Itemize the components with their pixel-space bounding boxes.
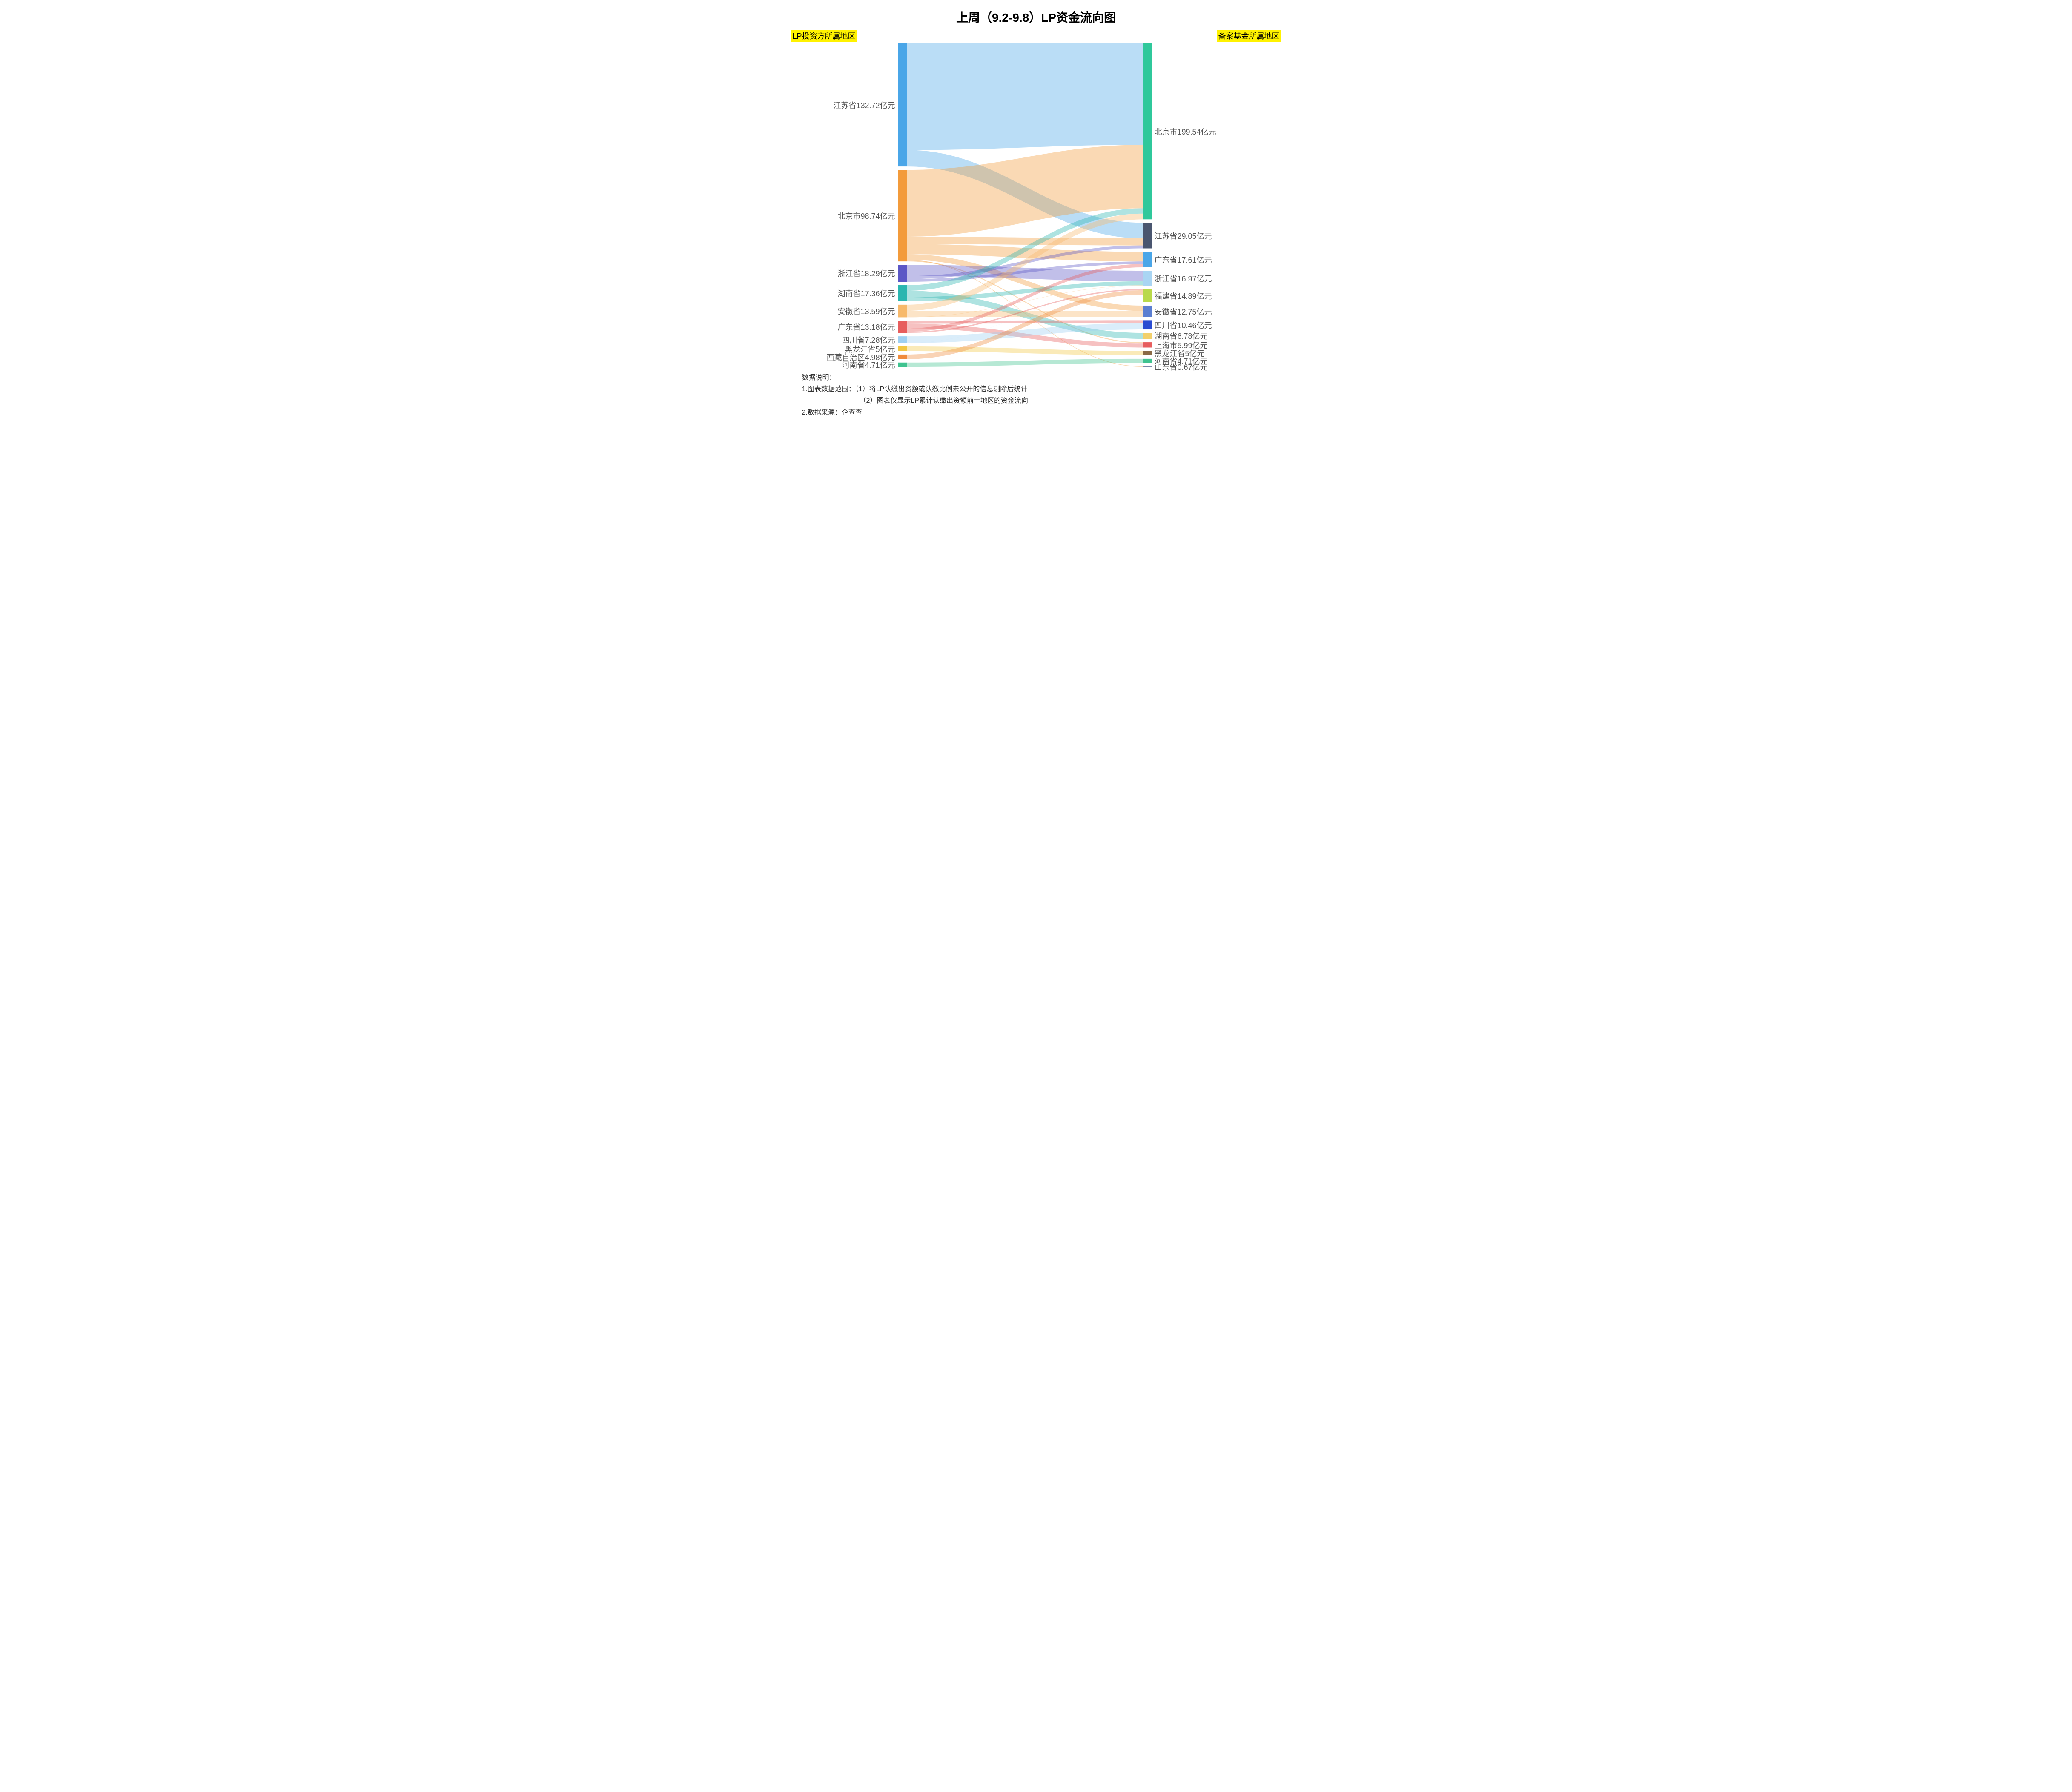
target-node [1143,43,1152,219]
sankey-flow [907,311,1143,317]
target-node [1143,359,1152,363]
target-node [1143,252,1152,267]
source-node [898,305,907,318]
target-node [1143,223,1152,248]
source-node [898,346,907,351]
target-node [1143,271,1152,286]
target-node [1143,320,1152,329]
chart-container: 上周（9.2-9.8）LP资金流向图 LP投资方所属地区 备案基金所属地区 江苏… [789,9,1283,418]
footnote-line2: 2.数据来源：企查查 [802,407,1283,418]
footnote-heading: 数据说明： [802,372,1283,384]
right-column-header: 备案基金所属地区 [1217,30,1281,42]
footnotes: 数据说明： 1.图表数据范围：（1）将LP认缴出资额或认缴比例未公开的信息剔除后… [789,372,1283,418]
target-node [1143,342,1152,347]
target-node [1143,306,1152,317]
source-node [898,321,907,333]
source-node [898,265,907,282]
source-node [898,43,907,166]
source-node [898,336,907,343]
sankey-chart: 江苏省132.72亿元北京市98.74亿元浙江省18.29亿元湖南省17.36亿… [789,43,1283,367]
source-node-label: 浙江省18.29亿元 [837,268,895,279]
sankey-flow [907,43,1143,150]
source-node-label: 河南省4.71亿元 [842,359,895,370]
footnote-line1: 1.图表数据范围：（1）将LP认缴出资额或认缴比例未公开的信息剔除后统计 [802,384,1283,395]
target-node-label: 北京市199.54亿元 [1155,126,1216,137]
sankey-svg [789,43,1283,367]
target-node-label: 安徽省12.75亿元 [1155,306,1212,317]
target-node [1143,366,1152,367]
sankey-flow [907,359,1143,367]
target-node-label: 福建省14.89亿元 [1155,290,1212,301]
target-node-label: 四川省10.46亿元 [1155,320,1212,331]
source-node [898,363,907,367]
target-node-label: 江苏省29.05亿元 [1155,230,1212,241]
source-node [898,355,907,359]
header-row: LP投资方所属地区 备案基金所属地区 [789,30,1283,42]
source-node-label: 安徽省13.59亿元 [837,306,895,317]
source-node-label: 广东省13.18亿元 [837,321,895,332]
source-node [898,170,907,261]
target-node [1143,351,1152,355]
chart-title: 上周（9.2-9.8）LP资金流向图 [789,9,1283,26]
sankey-flow [907,237,1143,246]
source-node-label: 湖南省17.36亿元 [837,288,895,299]
source-node-label: 江苏省132.72亿元 [833,100,895,111]
target-node [1143,289,1152,302]
footnote-line1b: （2）图表仅显示LP累计认缴出资额前十地区的资金流向 [802,395,1283,406]
left-column-header: LP投资方所属地区 [791,30,857,42]
target-node-label: 广东省17.61亿元 [1155,254,1212,265]
target-node-label: 山东省0.67亿元 [1155,361,1208,372]
source-node-label: 北京市98.74亿元 [837,210,895,221]
source-node [898,285,907,301]
target-node-label: 浙江省16.97亿元 [1155,273,1212,284]
target-node [1143,333,1152,339]
